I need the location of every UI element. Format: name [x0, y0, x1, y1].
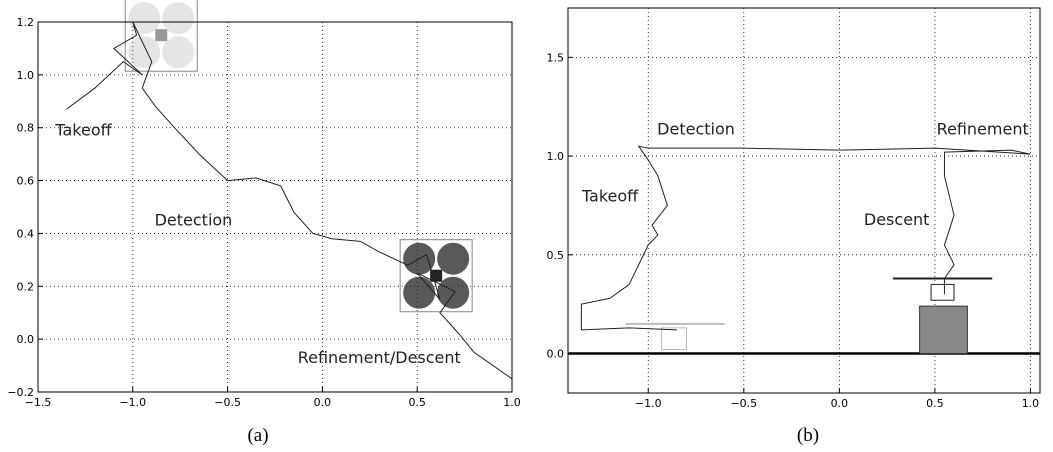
rotor — [128, 2, 161, 35]
y-tick-label: 0.6 — [17, 175, 35, 188]
drone-body-start — [661, 327, 687, 351]
y-tick-label: 0.8 — [17, 122, 35, 135]
x-tick-label: −1.5 — [25, 396, 52, 409]
drone-body — [930, 283, 955, 301]
x-tick-label: −0.5 — [214, 396, 241, 409]
annotation: Detection — [155, 211, 233, 230]
platform — [919, 305, 968, 355]
rotor — [437, 276, 470, 309]
x-tick-label: −1.0 — [119, 396, 146, 409]
axes-frame — [37, 21, 513, 393]
y-tick-label: 1.0 — [17, 69, 35, 82]
rotor — [128, 36, 161, 69]
x-tick-label: 1.0 — [503, 396, 521, 409]
axes-frame — [567, 7, 1041, 394]
y-tick-label: 0.2 — [17, 280, 35, 293]
y-tick-label: −0.2 — [7, 386, 34, 399]
trajectory — [580, 145, 1031, 331]
y-tick-label: 1.0 — [547, 150, 565, 163]
x-tick-label: 0.5 — [408, 396, 426, 409]
annotation: Takeoff — [54, 121, 112, 140]
y-tick-label: 1.2 — [17, 16, 35, 29]
x-tick-label: 0.0 — [314, 396, 332, 409]
annotation: Refinement/Descent — [298, 348, 461, 367]
y-tick-label: 0.0 — [17, 333, 35, 346]
y-tick-label: 0.0 — [547, 348, 565, 361]
y-tick-label: 0.5 — [547, 249, 565, 262]
y-tick-label: 1.5 — [547, 51, 565, 64]
caption: (a) — [247, 425, 268, 446]
drone-frame — [124, 0, 198, 72]
y-tick-label: 0.4 — [17, 227, 35, 240]
caption: (b) — [797, 425, 819, 446]
x-tick-label: −1.0 — [635, 397, 662, 410]
x-tick-label: 1.0 — [1022, 397, 1040, 410]
rotor — [162, 36, 195, 69]
annotation: Detection — [657, 119, 735, 138]
trajectory — [66, 21, 513, 380]
x-tick-label: 0.5 — [926, 397, 944, 410]
rotor — [437, 242, 470, 275]
annotation: Takeoff — [581, 186, 639, 205]
annotation: Descent — [864, 210, 930, 229]
drone-frame — [399, 239, 473, 313]
drone-body — [430, 269, 443, 282]
annotation: Refinement — [937, 119, 1029, 138]
rotor — [162, 2, 195, 35]
drone-body — [155, 29, 168, 42]
x-tick-label: −0.5 — [730, 397, 757, 410]
x-tick-label: 0.0 — [831, 397, 849, 410]
